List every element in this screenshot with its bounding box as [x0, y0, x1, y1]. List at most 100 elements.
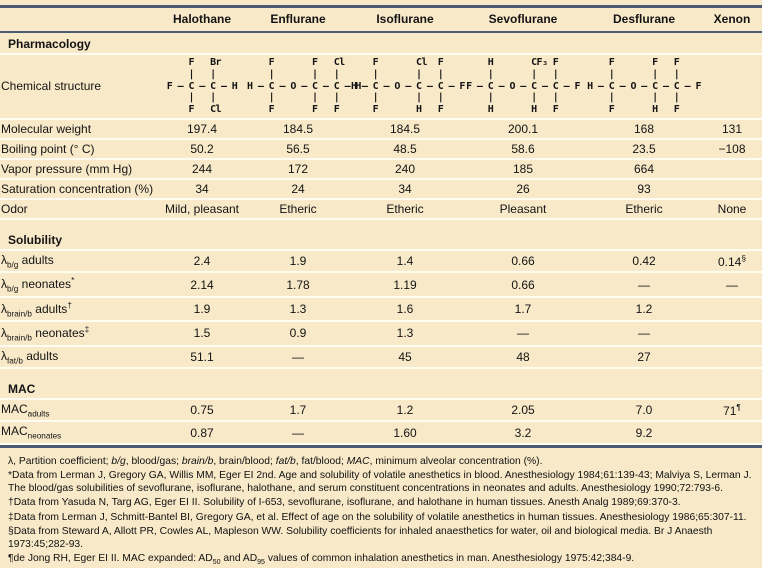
table-cell-enflurane: 24: [246, 178, 350, 200]
chemical-structure: F F Cl | | | H – C – O – C – C – H | | |…: [247, 57, 361, 116]
table-cell-sevoflurane: 200.1: [460, 118, 586, 140]
text-segment: , brain/blood;: [213, 455, 276, 467]
text-segment: *Data from Lerman J, Gregory GA, Willis …: [8, 469, 752, 495]
column-header-enflurane: Enflurane: [246, 8, 350, 33]
table-row: Boiling point (° C) 50.2 56.5 48.5 58.6 23.5−…: [0, 138, 762, 160]
text-segment: Odor: [1, 201, 28, 216]
row-label: MACneonates: [0, 421, 158, 445]
table-cell-halothane: 244: [158, 158, 246, 180]
table-cell-sevoflurane: —: [460, 321, 586, 347]
table-cell-xenon: [702, 345, 762, 369]
footnote: §Data from Steward A, Allott PR, Cowles …: [8, 525, 754, 552]
row-label: λbrain/b adults†: [0, 296, 158, 323]
table-cell-enflurane: F F Cl | | | H – C – O – C – C – H | | |…: [246, 54, 361, 120]
table-cell-sevoflurane: 0.66: [460, 249, 586, 274]
table-cell-enflurane: 1.9: [246, 249, 350, 274]
table-row: MACneonates 0.87—1.60 3.2 9.2: [0, 421, 762, 445]
table-row: λbrain/b neonates‡ 1.5 0.9 1.3— —: [0, 321, 762, 347]
table-cell-xenon: —: [702, 272, 762, 298]
text-segment: Chemical structure: [1, 79, 102, 94]
row-label: Saturation concentration (%): [0, 178, 158, 200]
table-cell-xenon: [702, 321, 762, 347]
table-cell-desflurane: 23.5: [586, 138, 702, 160]
text-segment: λ: [1, 252, 7, 267]
table-cell-halothane: 51.1: [158, 345, 246, 369]
text-segment: and AD: [220, 553, 258, 565]
subscript-text: b/g: [7, 284, 19, 294]
superscript-marker: ¶: [736, 402, 741, 413]
row-label: Boiling point (° C): [0, 138, 158, 160]
row-label: Vapor pressure (mm Hg): [0, 158, 158, 180]
text-segment: brain/b: [181, 455, 214, 467]
text-segment: Saturation concentration (%): [1, 181, 154, 196]
table-cell-isoflurane: F Cl F | | | H – C – O – C – C – F | | |…: [350, 54, 465, 120]
text-segment: neonates: [18, 277, 72, 292]
table-cell-enflurane: 1.7: [246, 398, 350, 423]
text-segment: b/g: [111, 455, 126, 467]
table-row: Chemical structure F Br | | F – C – C – …: [0, 54, 762, 120]
table-cell-xenon: None: [702, 198, 762, 220]
footnotes: λ, Partition coefficient; b/g, blood/gas…: [0, 448, 762, 568]
table-cell-xenon: [702, 54, 762, 120]
section-header-row: Solubility: [0, 218, 762, 251]
table-cell-isoflurane: 1.60: [350, 421, 460, 445]
table-row: Odor Mild, pleasant Etheric Etheric Pleasant…: [0, 198, 762, 220]
footnote: *Data from Lerman J, Gregory GA, Willis …: [8, 469, 754, 496]
table-cell-sevoflurane: 48: [460, 345, 586, 369]
chemical-structure: F F F | | | H – C – O – C – C – F | | | …: [587, 57, 701, 116]
column-header-isoflurane: Isoflurane: [350, 8, 460, 33]
table-cell-sevoflurane: 0.66: [460, 272, 586, 298]
table-cell-halothane: 0.87: [158, 421, 246, 445]
table-cell-enflurane: 0.9: [246, 321, 350, 347]
table-row: Vapor pressure (mm Hg) 244 172 240 185 664: [0, 158, 762, 180]
column-header-xenon: Xenon: [702, 8, 762, 33]
column-header-row: Halothane Enflurane Isoflurane Sevoflurane D…: [0, 8, 762, 33]
table-row: MACadults 0.75 1.7 1.2 2.05 7.0 71¶: [0, 398, 762, 423]
subscript-text: 50: [212, 559, 221, 567]
subscript-text: fat/b: [7, 355, 23, 365]
subscript-text: neonates: [27, 431, 62, 441]
table-cell-desflurane: —: [586, 272, 702, 298]
row-label: λb/g neonates*: [0, 272, 158, 298]
table-cell-isoflurane: 1.19: [350, 272, 460, 298]
table-cell-isoflurane: 1.2: [350, 398, 460, 423]
footnote: ¶de Jong RH, Eger EI II. MAC expanded: A…: [8, 552, 754, 567]
table-cell-xenon: −108: [702, 138, 762, 160]
corner-cell: [0, 8, 158, 33]
table-cell-isoflurane: 184.5: [350, 118, 460, 140]
text-segment: ‡Data from Lerman J, Schmitt-Bantel BI, …: [8, 511, 747, 523]
text-segment: Vapor pressure (mm Hg): [1, 161, 133, 176]
text-segment: MAC: [346, 455, 370, 467]
table-cell-halothane: Mild, pleasant: [158, 198, 246, 220]
table-cell-halothane: 1.5: [158, 321, 246, 347]
table-cell-enflurane: —: [246, 345, 350, 369]
row-label: λb/g adults: [0, 249, 158, 274]
text-segment: fat/b: [275, 455, 296, 467]
table-bottom-border: [0, 444, 762, 448]
text-segment: , blood/gas;: [125, 455, 182, 467]
text-segment: , fat/blood;: [295, 455, 347, 467]
table-row: λb/g adults 2.4 1.9 1.4 0.66 0.42 0.14§: [0, 249, 762, 274]
text-segment: λ: [1, 301, 7, 316]
table-cell-desflurane: 27: [586, 345, 702, 369]
table-top-border: [0, 5, 762, 8]
table-cell-desflurane: 168: [586, 118, 702, 140]
anesthetics-comparison-table: Halothane Enflurane Isoflurane Sevoflurane D…: [0, 8, 762, 445]
table-cell-sevoflurane: H CF₃ F | | | F – C – O – C – C – F | | …: [460, 54, 586, 120]
table-cell-sevoflurane: 2.05: [460, 398, 586, 423]
text-segment: adults: [18, 252, 54, 267]
text-segment: adults: [22, 348, 59, 363]
table-cell-sevoflurane: 3.2: [460, 421, 586, 445]
column-header-sevoflurane: Sevoflurane: [460, 8, 586, 33]
table-cell-halothane: 0.75: [158, 398, 246, 423]
table-cell-halothane: 1.9: [158, 296, 246, 323]
table-cell-desflurane: 7.0: [586, 398, 702, 423]
table-cell-desflurane: 1.2: [586, 296, 702, 323]
table-row: λbrain/b adults† 1.9 1.3 1.6 1.7 1.2: [0, 296, 762, 323]
superscript-marker: §: [741, 253, 747, 264]
column-header-desflurane: Desflurane: [586, 8, 702, 33]
superscript-marker: ‡: [84, 324, 90, 335]
row-label: Chemical structure: [0, 54, 158, 120]
section-title-solubility: Solubility: [0, 218, 762, 251]
table-cell-enflurane: 1.78: [246, 272, 350, 298]
